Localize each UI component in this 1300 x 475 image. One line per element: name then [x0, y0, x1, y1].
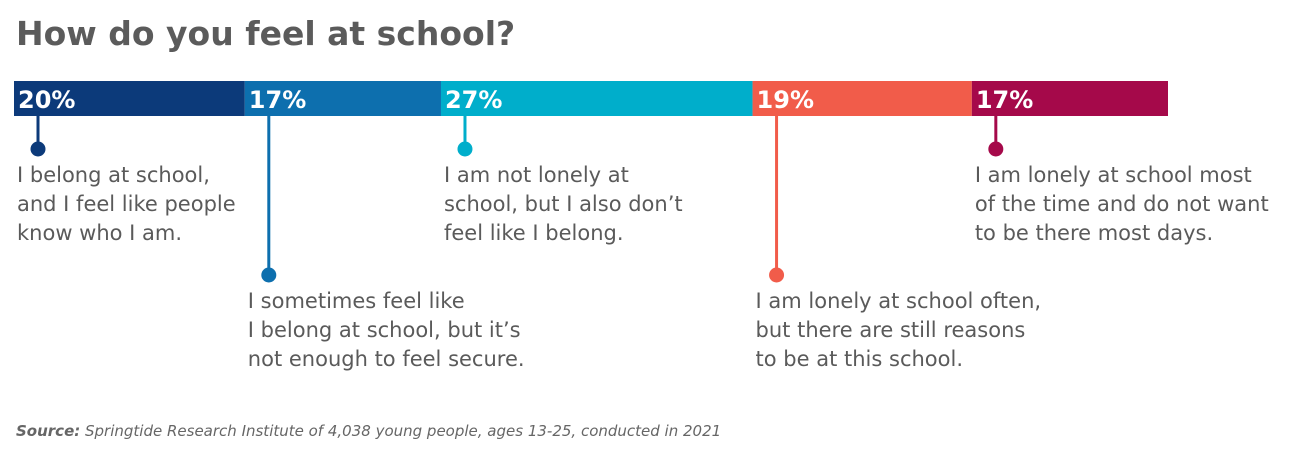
chart-title: How do you feel at school?: [16, 14, 516, 53]
callout-text-line: I belong at school,: [17, 163, 210, 187]
callout-text-4: I am lonely at school often, but there ar…: [756, 289, 1042, 371]
bar-value-label-4: 19%: [757, 86, 814, 114]
callout-dot-1: [30, 141, 46, 157]
callout-dot-5: [988, 141, 1004, 157]
source-text: Springtide Research Institute of 4,038 y…: [80, 422, 722, 440]
callout-text-line: but there are still reasons: [756, 318, 1026, 342]
callout-text-3: I am not lonely at school, but I also don…: [444, 163, 683, 245]
callout-text-line: I sometimes feel like: [248, 289, 465, 313]
callout-text-line: I belong at school, but it’s: [248, 318, 521, 342]
callout-text-5: I am lonely at school most of the time an…: [975, 163, 1269, 245]
callout-dot-2: [261, 267, 277, 283]
bar-value-label-5: 17%: [976, 86, 1033, 114]
callout-text-line: know who I am.: [17, 221, 182, 245]
callout-dot-4: [769, 267, 785, 283]
callout-text-line: school, but I also don’t: [444, 192, 683, 216]
callout-text-1: I belong at school, and I feel like peopl…: [17, 163, 236, 245]
callout-text-line: of the time and do not want: [975, 192, 1269, 216]
callout-text-line: to be at this school.: [756, 347, 963, 371]
callout-text-2: I sometimes feel like I belong at school,…: [248, 289, 525, 371]
bar-value-label-2: 17%: [249, 86, 306, 114]
bar-segment-5: [971, 81, 1168, 116]
callout-text-line: not enough to feel secure.: [248, 347, 525, 371]
bar-segment-4: [752, 81, 972, 116]
callout-dot-3: [457, 141, 473, 157]
bar-segment-3: [440, 81, 753, 116]
callout-text-line: to be there most days.: [975, 221, 1213, 245]
callout-text-line: I am lonely at school most: [975, 163, 1252, 187]
bar-segment-2: [244, 81, 441, 116]
callout-text-line: I am lonely at school often,: [756, 289, 1042, 313]
bar-segment-1: [14, 81, 245, 116]
callout-text-line: feel like I belong.: [444, 221, 624, 245]
bar-value-label-3: 27%: [445, 86, 502, 114]
callout-text-line: and I feel like people: [17, 192, 236, 216]
source-label: Source:: [16, 422, 81, 440]
callout-text-line: I am not lonely at: [444, 163, 629, 187]
bar-value-label-1: 20%: [18, 86, 75, 114]
source-note: Source: Springtide Research Institute of…: [16, 422, 721, 440]
